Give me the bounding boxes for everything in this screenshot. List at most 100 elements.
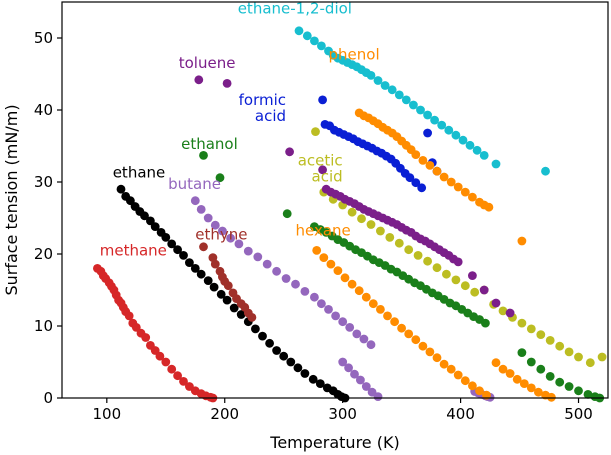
data-point-hexane	[526, 383, 536, 393]
data-point-ethanol	[481, 318, 490, 328]
series-ethane-1-2-diol	[294, 26, 550, 176]
data-point-methane	[161, 357, 171, 367]
data-point-phenol	[418, 156, 428, 165]
data-point-ethanol	[545, 372, 555, 381]
data-point-hexane	[432, 353, 442, 363]
data-point-ethanol	[199, 151, 208, 160]
data-point-methane	[155, 351, 165, 361]
series-label-ethane: ethane	[113, 164, 166, 182]
x-axis-label: Temperature (K)	[269, 433, 399, 452]
data-point-butane	[234, 239, 244, 249]
series-label-acetic-acid: acetic acid	[298, 151, 343, 185]
data-point-ethane	[179, 251, 188, 260]
data-point-formic-acid	[417, 183, 427, 193]
series-phenol	[354, 108, 527, 246]
series-label-butane: butane	[168, 175, 221, 193]
data-point-ethane-1-2-diol	[409, 100, 418, 110]
data-point-ethyne	[247, 313, 257, 322]
data-point-butane	[310, 292, 319, 302]
data-point-acetic-acid	[311, 127, 320, 136]
y-tick-label: 10	[34, 317, 53, 335]
data-point-butane	[226, 233, 236, 243]
data-point-phenol	[425, 161, 435, 170]
data-point-ethanol	[583, 390, 593, 399]
data-point-ethane-1-2-diol	[437, 120, 447, 130]
data-point-butane	[272, 266, 281, 276]
series-label-ethane-1-2-diol: ethane-1,2-diol	[238, 0, 352, 18]
data-point-hexane	[376, 305, 385, 314]
data-point-methane	[173, 371, 183, 381]
data-point-ethane	[190, 264, 200, 273]
data-point-ethane	[308, 374, 318, 384]
series-label-toluene: toluene	[179, 54, 236, 72]
data-point-butane	[338, 357, 348, 367]
data-point-formic-acid	[405, 173, 415, 183]
data-point-butane	[350, 369, 359, 379]
data-point-phenol	[453, 182, 463, 192]
data-point-acetic-acid	[536, 330, 546, 339]
data-point-butane	[352, 329, 362, 339]
data-point-formic-acid	[423, 128, 432, 138]
data-point-toluene	[285, 147, 294, 157]
data-point-ethanol	[536, 364, 546, 374]
data-point-hexane	[361, 292, 371, 302]
data-point-butane	[361, 382, 371, 391]
data-point-acetic-acid	[517, 318, 527, 328]
data-point-hexane	[498, 364, 508, 374]
data-point-ethane	[185, 258, 194, 267]
data-point-ethane-1-2-diol	[302, 31, 312, 41]
data-point-toluene	[318, 165, 327, 175]
data-point-ethane	[286, 357, 296, 367]
data-point-acetic-acid	[404, 245, 414, 255]
data-point-butane	[243, 246, 253, 256]
data-point-ethane	[140, 211, 149, 221]
y-tick-label: 0	[43, 389, 53, 407]
y-tick-label: 50	[34, 29, 53, 47]
data-point-hexane	[333, 266, 343, 275]
series-label-ethyne: ethyne	[195, 226, 247, 244]
data-point-hexane	[468, 381, 477, 391]
series-label-hexane: hexane	[295, 221, 350, 239]
data-point-ethane	[279, 351, 289, 361]
data-point-hexane	[340, 273, 350, 283]
data-point-ethane-1-2-diol	[294, 26, 304, 36]
data-point-toluene	[222, 79, 232, 88]
data-point-acetic-acid	[413, 251, 423, 260]
data-point-methane	[167, 364, 177, 374]
data-point-acetic-acid	[432, 263, 442, 273]
data-point-toluene	[479, 285, 489, 295]
data-point-hexane	[354, 286, 364, 296]
data-point-hexane	[547, 392, 556, 402]
data-point-ethane-1-2-diol	[451, 130, 461, 140]
data-point-butane	[338, 317, 348, 327]
y-tick-label: 20	[34, 245, 53, 263]
data-point-ethane	[216, 289, 226, 299]
data-point-ethane-1-2-diol	[387, 85, 397, 95]
data-point-butane	[210, 220, 220, 230]
data-point-hexane	[326, 259, 336, 269]
data-point-ethane-1-2-diol	[380, 81, 390, 90]
data-point-butane	[281, 274, 291, 283]
data-point-toluene	[491, 298, 501, 308]
data-point-ethane	[265, 338, 274, 348]
data-point-ethane	[167, 239, 177, 249]
data-point-ethane	[229, 303, 239, 313]
data-point-ethane	[272, 346, 281, 355]
data-point-acetic-acid	[423, 256, 432, 266]
data-point-acetic-acid	[555, 341, 565, 351]
data-point-phenol	[484, 202, 494, 212]
data-point-toluene	[453, 257, 463, 267]
series-label-methane: methane	[100, 241, 167, 259]
x-tick-label: 300	[328, 405, 357, 423]
data-point-butane	[373, 392, 383, 401]
data-point-phenol	[411, 150, 421, 160]
data-point-acetic-acid	[376, 226, 385, 236]
data-point-ethane	[293, 363, 303, 373]
data-point-ethane	[300, 369, 310, 378]
data-point-butane	[366, 340, 376, 350]
data-point-ethane	[222, 295, 232, 305]
data-point-ethane-1-2-diol	[465, 140, 475, 150]
series-hexane	[312, 246, 556, 402]
data-point-ethyne	[210, 259, 220, 269]
